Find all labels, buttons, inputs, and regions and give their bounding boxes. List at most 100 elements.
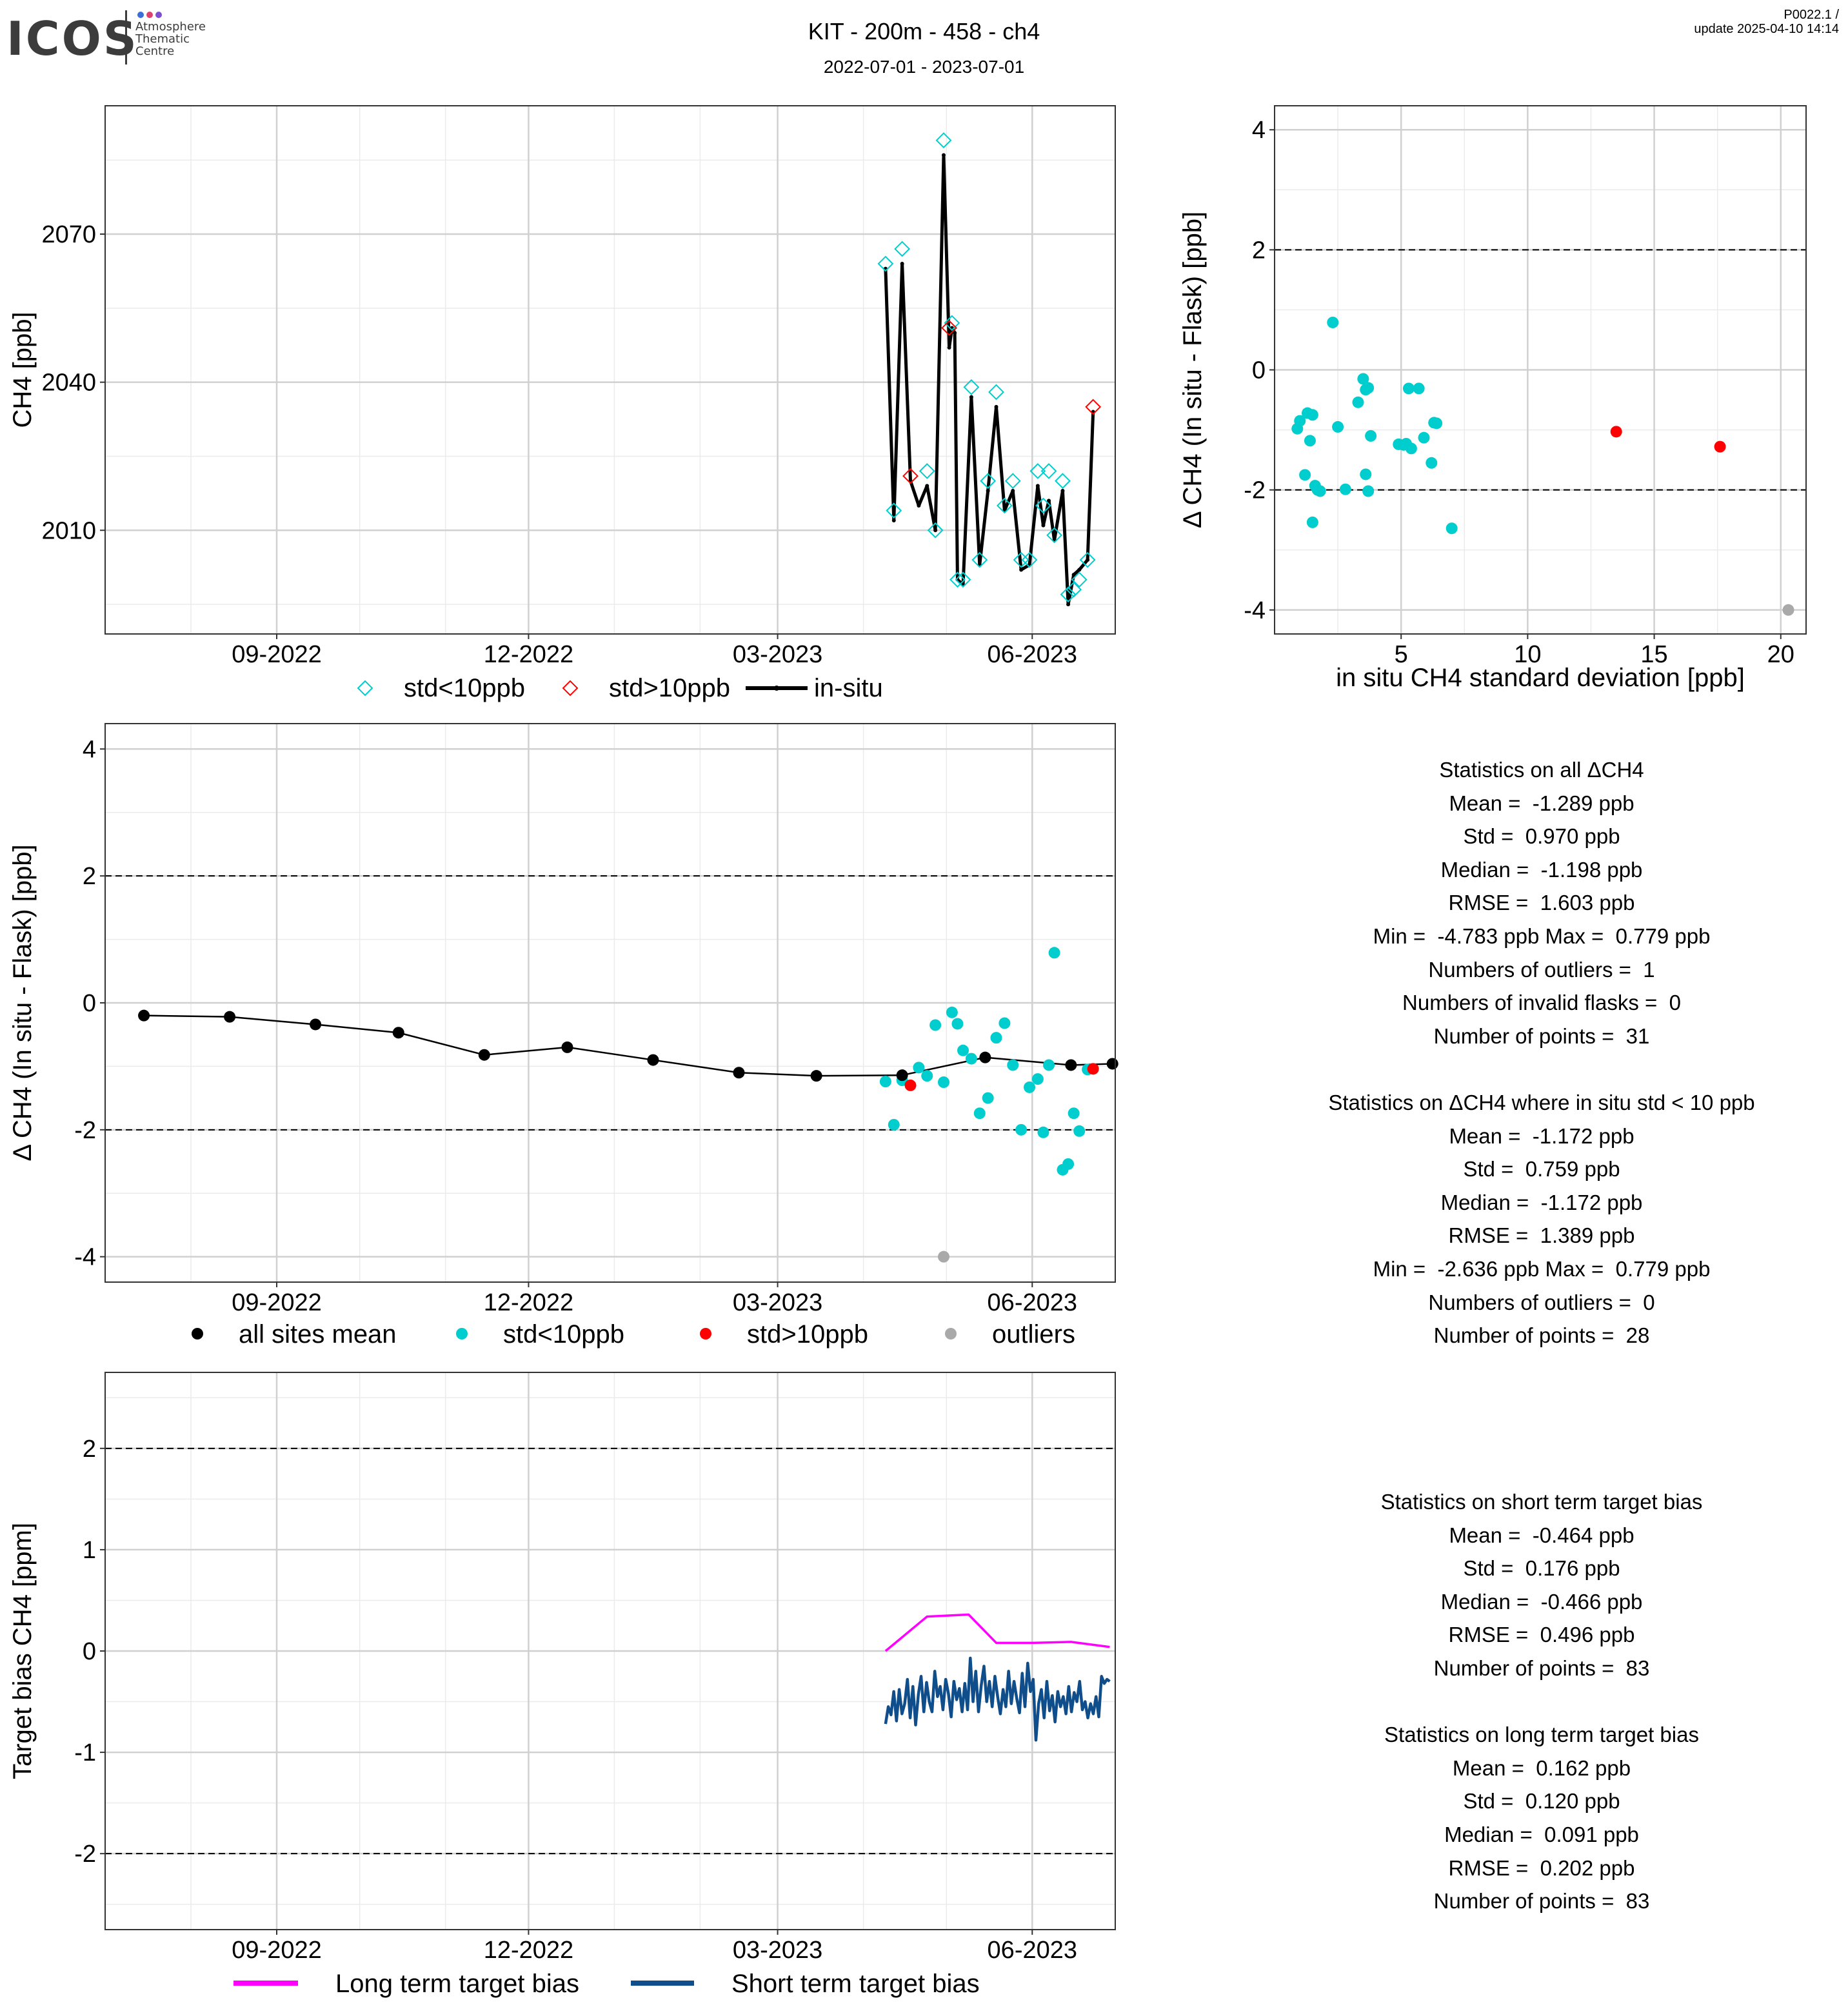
all-sites-mean-point xyxy=(224,1011,236,1023)
y-tick-label: 2 xyxy=(83,863,96,890)
stats-line: Mean = 0.162 ppb xyxy=(1452,1755,1631,1780)
insitu-point xyxy=(1019,568,1024,572)
legend-label: std>10ppb xyxy=(609,674,730,702)
x-tick-label: 15 xyxy=(1640,641,1667,668)
short-term-bias-line xyxy=(884,1656,1111,1742)
std-lt-10-point xyxy=(913,1062,925,1074)
std-gt-10-point xyxy=(1714,440,1726,453)
legend-label: in-situ xyxy=(814,674,883,702)
y-tick-label: 0 xyxy=(83,1638,96,1665)
insitu-point xyxy=(994,404,999,409)
x-tick-label: 03-2023 xyxy=(733,1289,822,1316)
y-tick-label: -2 xyxy=(1244,477,1266,504)
stats-line: Number of points = 83 xyxy=(1433,1889,1650,1913)
std-lt-10-point xyxy=(1402,382,1415,395)
all-sites-mean-point xyxy=(478,1049,490,1061)
x-tick-label: 06-2023 xyxy=(988,1289,1077,1316)
std-lt-10-point xyxy=(888,1118,900,1131)
stats-line: Std = 0.120 ppb xyxy=(1463,1789,1620,1814)
stats-line: Statistics on long term target bias xyxy=(1384,1723,1699,1747)
all-sites-mean-point xyxy=(1106,1058,1118,1070)
std-lt-10-point xyxy=(946,1006,958,1018)
logo-sub-line: Centre xyxy=(135,44,175,58)
stats-line: Numbers of outliers = 0 xyxy=(1428,1290,1655,1314)
stats-line: Std = 0.176 ppb xyxy=(1463,1556,1620,1581)
insitu-point xyxy=(925,484,929,488)
stats-spacer xyxy=(1264,1352,1819,1386)
all-sites-mean-point xyxy=(810,1070,822,1082)
std-lt-10-point xyxy=(1037,1126,1049,1138)
stats-line: Median = -0.466 ppb xyxy=(1440,1589,1643,1614)
insitu-point xyxy=(1035,484,1040,488)
std-lt-10-point xyxy=(929,1019,942,1031)
legend-key xyxy=(945,1328,957,1340)
std-lt-10-point xyxy=(921,1070,933,1082)
std-lt-10-marker xyxy=(1040,462,1057,479)
std-lt-10-marker xyxy=(886,502,902,519)
stats-line: Median = -1.198 ppb xyxy=(1440,857,1643,882)
std-lt-10-point xyxy=(1413,382,1425,395)
std-lt-10-point xyxy=(1306,516,1318,528)
y-tick-label: 2070 xyxy=(41,221,96,248)
y-tick-label: 2 xyxy=(83,1436,96,1463)
logo-dot-blue xyxy=(137,12,144,18)
x-tick-label: 06-2023 xyxy=(988,641,1077,668)
std-gt-10-marker xyxy=(1085,399,1102,415)
std-lt-10-point xyxy=(1426,457,1438,469)
legend-label: outliers xyxy=(992,1320,1075,1349)
stats-line: Mean = -1.289 ppb xyxy=(1449,791,1634,815)
insitu-point xyxy=(1071,573,1076,577)
std-lt-10-marker xyxy=(877,255,894,272)
std-lt-10-marker xyxy=(1066,581,1082,598)
logo-sub-line: Atmosphere xyxy=(135,20,206,34)
std-lt-10-marker xyxy=(1060,586,1077,603)
stats-spacer xyxy=(1264,1419,1819,1452)
std-lt-10-point xyxy=(973,1107,986,1120)
insitu-point xyxy=(1011,489,1015,493)
logo-divider xyxy=(125,10,127,64)
legend-key xyxy=(192,1328,203,1340)
std-lt-10-point xyxy=(990,1032,1002,1044)
std-lt-10-point xyxy=(1306,409,1318,421)
stats-line: Std = 0.759 ppb xyxy=(1463,1157,1620,1181)
stats-line: Median = 0.091 ppb xyxy=(1444,1823,1639,1846)
x-tick-label: 12-2022 xyxy=(484,641,573,668)
std-lt-10-point xyxy=(1360,468,1372,480)
stats-line: Mean = -0.464 ppb xyxy=(1449,1523,1634,1547)
x-axis-label: in situ CH4 standard deviation [ppb] xyxy=(1336,664,1745,692)
x-tick-label: 5 xyxy=(1395,641,1408,668)
std-lt-10-marker xyxy=(927,522,944,539)
logo-subtitle: Atmosphere Thematic Centre xyxy=(135,21,206,57)
std-lt-10-marker xyxy=(1035,497,1051,514)
stats-line: Std = 0.970 ppb xyxy=(1463,824,1620,849)
version-line: P0022.1 / xyxy=(1783,8,1839,22)
insitu-point xyxy=(891,518,896,522)
y-tick-label: 1 xyxy=(83,1537,96,1564)
std-lt-10-point xyxy=(1314,485,1326,497)
legend-label: Long term target bias xyxy=(335,1970,579,1998)
y-tick-label: 2010 xyxy=(41,517,96,544)
y-tick-label: 2 xyxy=(1252,237,1266,264)
all-sites-mean-point xyxy=(392,1027,404,1039)
date-range: 2022-07-01 - 2023-07-01 xyxy=(823,57,1025,77)
y-tick-label: -4 xyxy=(1244,597,1266,624)
std-lt-10-point xyxy=(951,1018,964,1030)
x-tick-label: 09-2022 xyxy=(232,1289,321,1316)
logo-sub-line: Thematic xyxy=(135,32,190,46)
stats-spacer xyxy=(1264,1053,1819,1086)
all-sites-mean-point xyxy=(310,1018,322,1031)
y-tick-label: -2 xyxy=(74,1841,96,1868)
std-lt-10-marker xyxy=(1029,462,1046,479)
insitu-point xyxy=(1060,489,1065,493)
version-line: update 2025-04-10 14:14 xyxy=(1694,22,1839,36)
all-sites-mean-point xyxy=(138,1009,150,1022)
std-lt-10-marker xyxy=(980,473,997,489)
stats-line: Mean = -1.172 ppb xyxy=(1449,1123,1634,1148)
y-axis-label: CH4 [ppb] xyxy=(8,311,37,428)
icos-logo: ICOS xyxy=(6,12,139,66)
legend-key-insitu-point xyxy=(774,686,779,691)
all-sites-mean-point xyxy=(647,1054,659,1066)
all-sites-mean-point xyxy=(896,1069,908,1082)
stats-spacer xyxy=(1264,1385,1819,1419)
stats-spacer xyxy=(1264,1685,1819,1719)
